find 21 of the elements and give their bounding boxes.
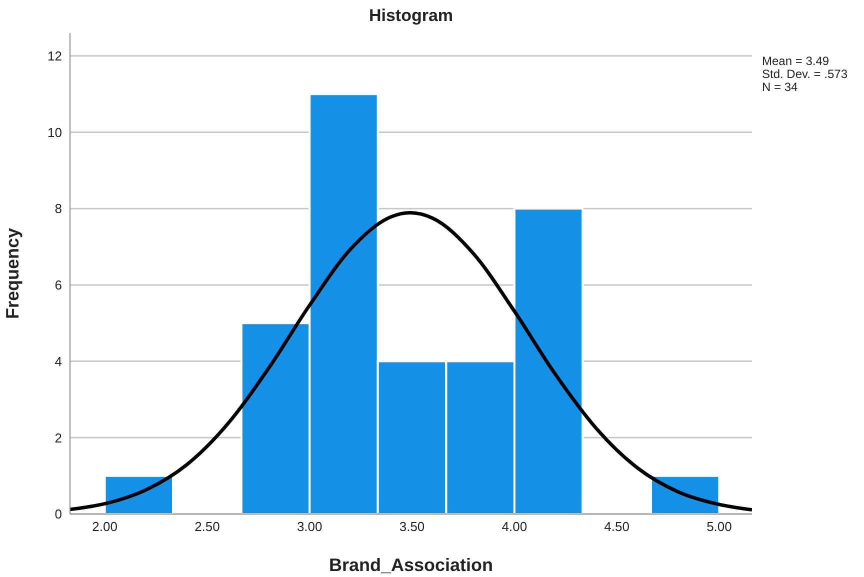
x-tick-label: 2.00: [92, 519, 118, 534]
text: N = 34: [762, 80, 799, 94]
y-tick-label: 10: [48, 124, 62, 140]
y-tick-label: 8: [54, 201, 62, 216]
y-tick-label: 0: [54, 506, 62, 522]
x-tick-label: 2.50: [194, 519, 220, 534]
y-tick-label: 6: [54, 278, 62, 293]
text: Mean = 3.49: [762, 54, 830, 68]
x-tick-label: 5.00: [706, 519, 732, 534]
x-tick-label: 3.00: [296, 519, 322, 534]
x-axis-title: Brand_Association: [328, 555, 494, 575]
x-tick-label: 4.00: [502, 519, 528, 534]
line-series: [70, 211, 752, 512]
x-tick-label: 4.50: [604, 519, 630, 534]
y-tick-label: 2: [54, 430, 62, 446]
y-tick-label: 12: [48, 48, 62, 64]
y-tick-label: 4: [54, 354, 62, 369]
x-tick-label: 3.50: [399, 519, 425, 534]
chart-title: Histogram: [368, 6, 454, 26]
y-axis-title: Frequency: [2, 228, 22, 320]
text: Std. Dev. = .573: [762, 67, 848, 81]
